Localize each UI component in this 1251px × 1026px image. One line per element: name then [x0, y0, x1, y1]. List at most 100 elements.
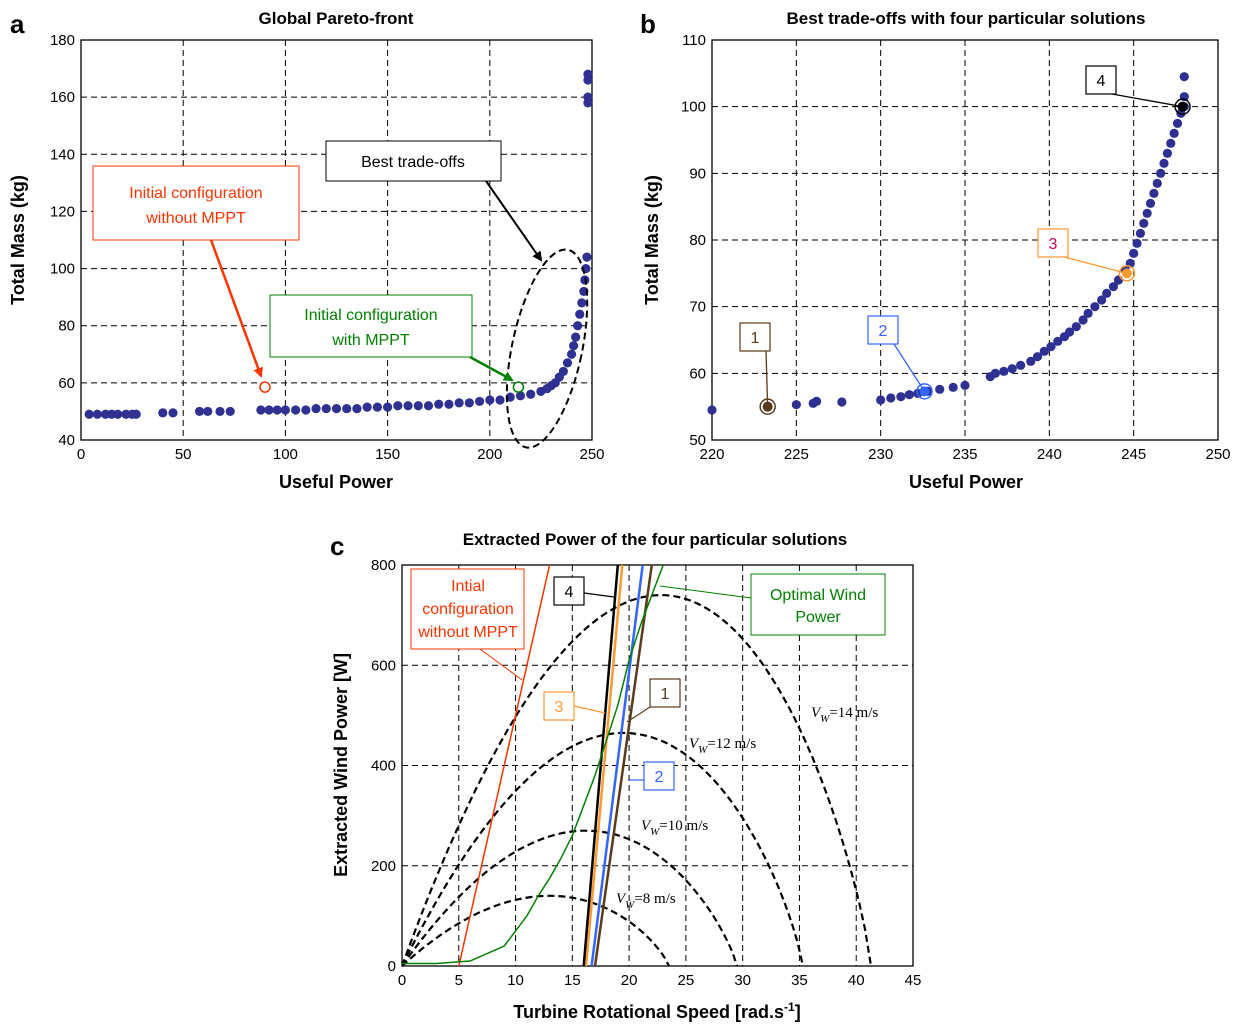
chart-c-plot-frame — [401, 564, 914, 967]
chart-b-point — [1152, 178, 1162, 188]
chart-c-no-mppt-label-2: configuration — [422, 601, 514, 618]
chart-a-point — [485, 395, 495, 405]
chart-a-ytick-label: 120 — [50, 203, 75, 220]
chart-c-wind-speed-label: VW=10 m/s — [641, 818, 708, 838]
chart-a-point — [423, 401, 434, 411]
chart-a-point — [256, 405, 266, 415]
chart-b-solution-leader — [893, 343, 926, 392]
chart-a-point — [571, 332, 581, 342]
chart-c-wind-curve — [402, 829, 739, 966]
chart-b-xtick-label: 225 — [784, 446, 809, 463]
chart-a-point — [562, 358, 573, 368]
chart-b-point — [1064, 327, 1075, 337]
chart-a-point — [194, 406, 205, 417]
chart-b-plot-frame — [711, 39, 1219, 441]
chart-a-xtick-label: 100 — [273, 446, 298, 463]
chart-b-point — [1113, 275, 1124, 285]
chart-c-solution-box — [553, 576, 585, 606]
chart-b-point — [707, 405, 717, 415]
chart-c-extracted-power: Extracted Power of the four particular s… — [331, 530, 921, 1022]
chart-c-xtick-label: 15 — [564, 972, 581, 989]
chart-b-point — [948, 382, 958, 392]
chart-a-point — [362, 402, 372, 412]
chart-a-ytick-label: 60 — [58, 375, 75, 392]
chart-a-mppt-box — [269, 294, 473, 358]
chart-c-xtick-label: 30 — [734, 972, 751, 989]
chart-a-point — [301, 405, 311, 415]
chart-c-title: Extracted Power of the four particular s… — [463, 530, 847, 549]
chart-b-best-tradeoffs: Best trade-offs with four particular sol… — [642, 9, 1231, 492]
chart-b-point — [1016, 360, 1026, 370]
chart-a-ytick-label: 160 — [50, 89, 75, 106]
chart-b-ytick-label: 90 — [689, 165, 706, 182]
chart-a-point — [526, 389, 536, 399]
chart-c-solution-label: 1 — [661, 686, 670, 703]
chart-c-series-line — [584, 565, 624, 966]
chart-a-point — [569, 341, 579, 351]
chart-c-solution-label: 4 — [565, 584, 574, 601]
chart-a-no-mppt-label-2: without MPPT — [145, 210, 246, 227]
chart-a-point — [352, 403, 362, 414]
chart-a-point — [558, 366, 568, 377]
chart-a-xtick-label: 150 — [375, 446, 400, 463]
chart-b-solution-point — [1177, 101, 1188, 112]
chart-b-point — [1162, 148, 1172, 158]
chart-a-point — [393, 401, 403, 411]
chart-c-xtick-label: 10 — [507, 972, 524, 989]
chart-b-point — [1172, 118, 1183, 128]
chart-b-solution-point — [1121, 268, 1132, 279]
chart-a-xtick-label: 250 — [579, 446, 604, 463]
chart-a-xtick-label: 0 — [77, 446, 85, 463]
chart-a-point — [311, 403, 321, 414]
chart-c-solution-leader — [626, 706, 651, 723]
chart-c-ytick-label: 0 — [388, 958, 396, 975]
chart-c-optimal-label-2: Power — [795, 609, 841, 626]
chart-a-point — [272, 405, 282, 415]
chart-a-point — [474, 396, 485, 407]
chart-a-best-tradeoff-ellipse — [505, 248, 589, 449]
chart-b-point — [1129, 248, 1139, 258]
chart-b-point — [1145, 198, 1156, 208]
chart-c-solution-box — [649, 678, 681, 708]
chart-c-solution-box — [643, 761, 675, 791]
chart-c-xtick-label: 25 — [678, 972, 695, 989]
chart-a-point — [331, 403, 342, 414]
chart-b-point — [876, 395, 886, 405]
chart-b-solution-leader — [1063, 256, 1128, 274]
chart-b-point — [1108, 282, 1119, 292]
chart-b-solution-leader — [765, 350, 769, 407]
chart-a-xtick-label: 200 — [477, 446, 502, 463]
chart-c-ytick-label: 600 — [371, 657, 396, 674]
chart-a-no-mppt-label-1: Initial configuration — [129, 185, 262, 202]
chart-c-xlabel: Turbine Rotational Speed [rad.s-1] — [513, 1000, 800, 1022]
chart-b-solution-point — [919, 386, 930, 397]
chart-b-solution-point — [762, 401, 773, 412]
chart-a-global-pareto-front: Global Pareto-front 0 50 100 150 200 250 40 60 8… — [8, 9, 605, 492]
chart-b-point — [1142, 208, 1152, 218]
chart-a-xtick-label: 50 — [175, 446, 192, 463]
chart-c-series-line — [582, 565, 620, 966]
panel-letter-c: c — [330, 531, 344, 561]
chart-a-point — [342, 403, 352, 414]
chart-c-wind-speed-label: VW=8 m/s — [616, 891, 676, 911]
chart-b-xtick-label: 245 — [1121, 446, 1146, 463]
chart-a-point — [566, 349, 577, 359]
chart-b-point — [1179, 72, 1189, 82]
panel-letter-b: b — [640, 9, 656, 39]
chart-c-wind-curve — [402, 593, 873, 966]
chart-a-no-mppt-arrow — [209, 239, 263, 378]
chart-b-point — [1149, 188, 1159, 198]
chart-a-point — [280, 405, 290, 415]
chart-c-wind-speed-label: VW=14 m/s — [811, 705, 878, 725]
chart-a-ylabel: Total Mass (kg) — [8, 175, 28, 305]
chart-c-xtick-label: 20 — [621, 972, 638, 989]
chart-c-series-line — [458, 565, 551, 966]
chart-a-point — [215, 406, 225, 417]
chart-b-point — [896, 392, 906, 402]
chart-b-solution-label: 4 — [1097, 73, 1106, 90]
chart-b-point — [1090, 302, 1100, 312]
chart-a-point — [264, 405, 274, 415]
chart-a-no-mppt-box — [92, 165, 300, 241]
chart-c-series-line — [593, 565, 654, 966]
chart-b-solution-leader — [1111, 93, 1183, 108]
